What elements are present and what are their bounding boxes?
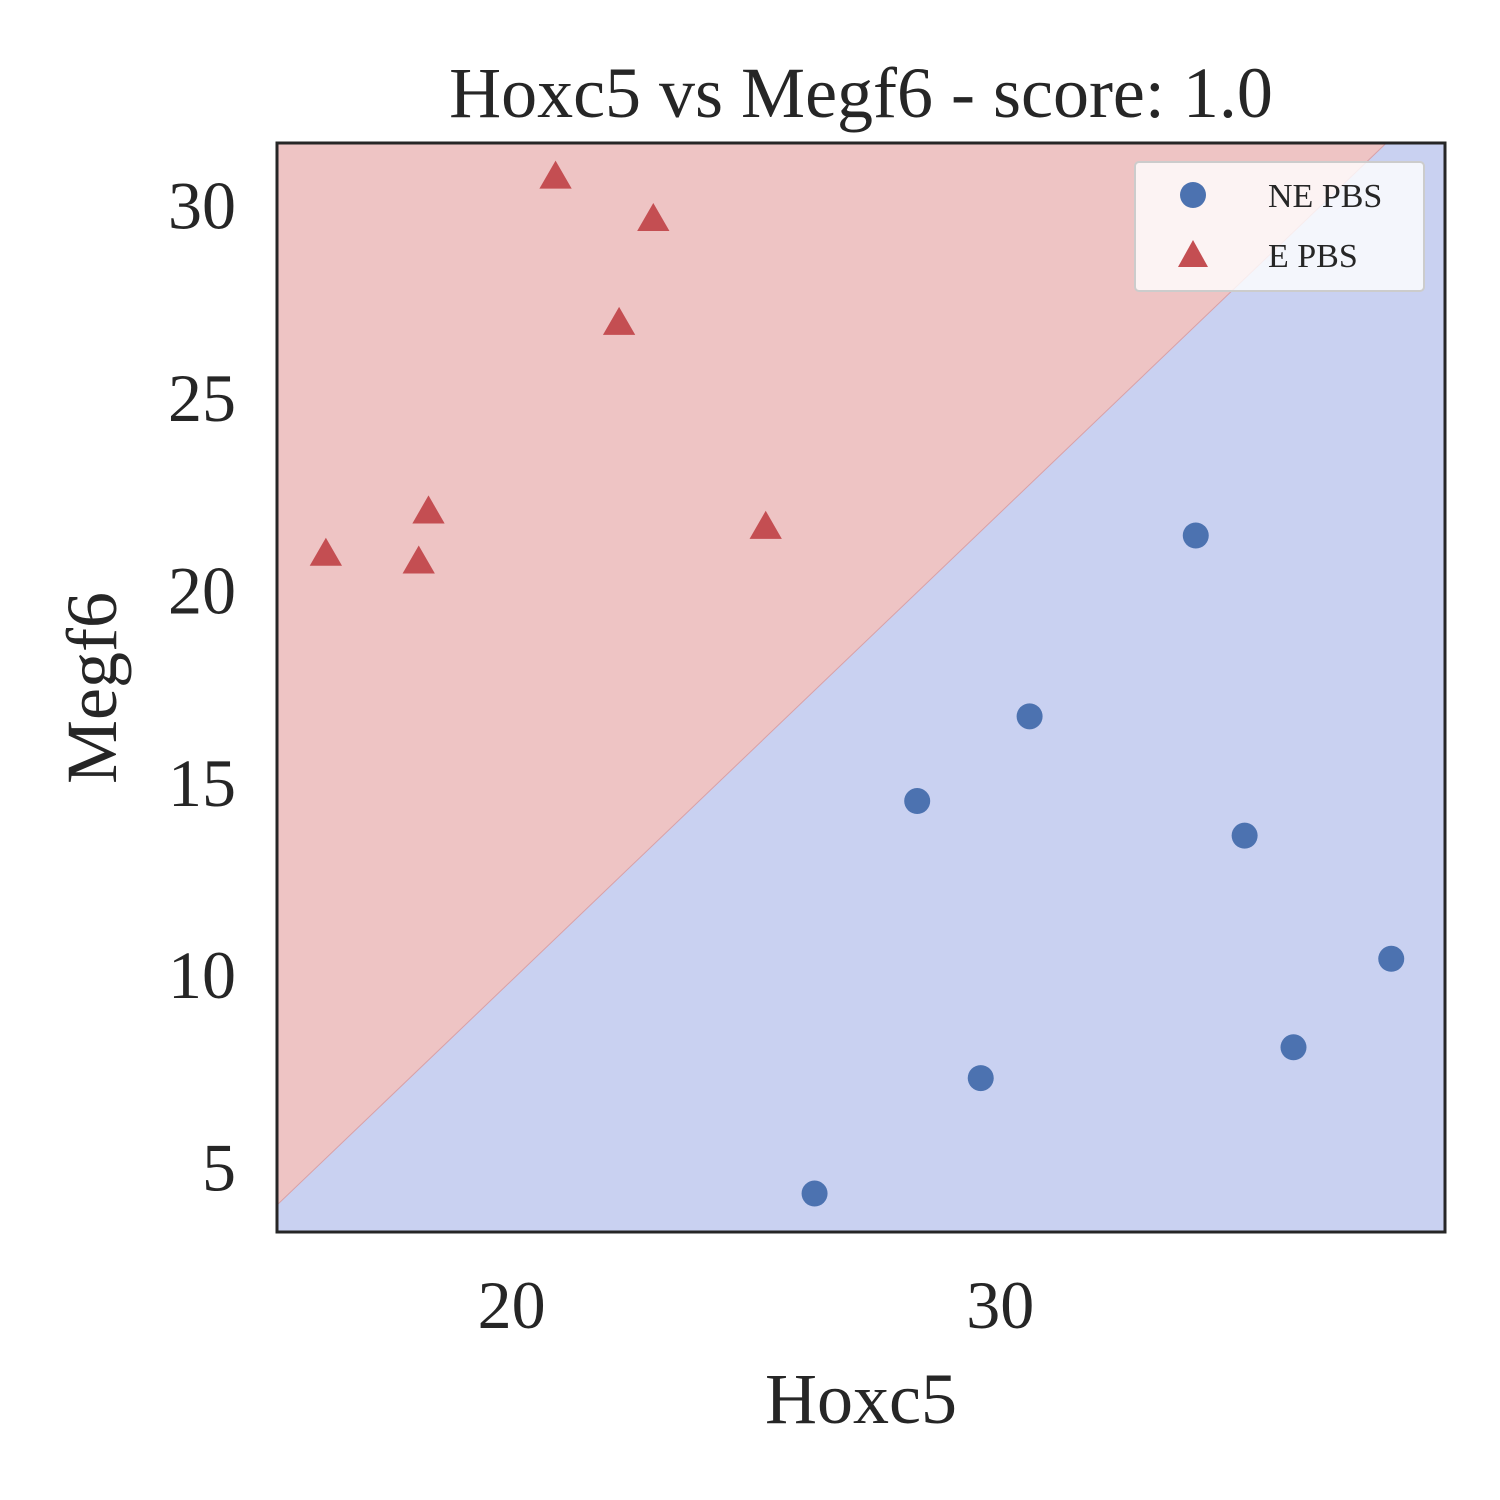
point-ne-pbs-6 xyxy=(1231,822,1258,849)
point-e-pbs-5 xyxy=(602,306,636,335)
y-axis-label: Megf6 xyxy=(52,592,132,784)
point-ne-pbs-7 xyxy=(1280,1034,1307,1061)
point-e-pbs-4 xyxy=(539,160,572,189)
y-tick-label: 25 xyxy=(168,360,236,436)
y-axis-ticks: 5 10 15 20 25 30 xyxy=(168,168,236,1206)
chart-title: Hoxc5 vs Megf6 - score: 1.0 xyxy=(449,53,1273,133)
y-tick-label: 20 xyxy=(168,552,236,628)
data-points xyxy=(309,160,1405,1207)
x-axis-label: Hoxc5 xyxy=(765,1359,957,1439)
x-axis-ticks: 20 30 xyxy=(478,1267,1035,1343)
legend-label-ne-pbs: NE PBS xyxy=(1268,178,1382,215)
plot-frame xyxy=(275,141,1447,1234)
point-ne-pbs-8 xyxy=(1378,945,1405,972)
legend-label-e-pbs: E PBS xyxy=(1268,238,1358,275)
x-tick-label: 20 xyxy=(478,1267,546,1343)
point-e-pbs-6 xyxy=(637,202,670,232)
y-tick-label: 15 xyxy=(168,745,236,821)
point-ne-pbs-2 xyxy=(904,788,931,815)
decision-regions xyxy=(277,143,1445,1232)
legend-marker-e-pbs xyxy=(1178,240,1208,267)
point-ne-pbs-5 xyxy=(1182,522,1209,549)
point-ne-pbs-1 xyxy=(801,1180,828,1207)
point-ne-pbs-3 xyxy=(967,1065,994,1092)
point-e-pbs-3 xyxy=(412,495,445,524)
y-tick-label: 30 xyxy=(168,168,236,244)
y-tick-label: 5 xyxy=(202,1130,236,1206)
legend: NE PBS E PBS xyxy=(1134,161,1425,292)
legend-marker-ne-pbs xyxy=(1180,182,1206,208)
point-e-pbs-2 xyxy=(402,545,435,574)
y-tick-label: 10 xyxy=(168,937,236,1013)
x-tick-label: 30 xyxy=(966,1267,1034,1343)
point-ne-pbs-4 xyxy=(1016,703,1043,730)
legend-box xyxy=(1134,161,1425,292)
decision-boundary xyxy=(277,143,1387,1206)
point-e-pbs-7 xyxy=(749,510,782,539)
point-e-pbs-1 xyxy=(309,537,343,566)
